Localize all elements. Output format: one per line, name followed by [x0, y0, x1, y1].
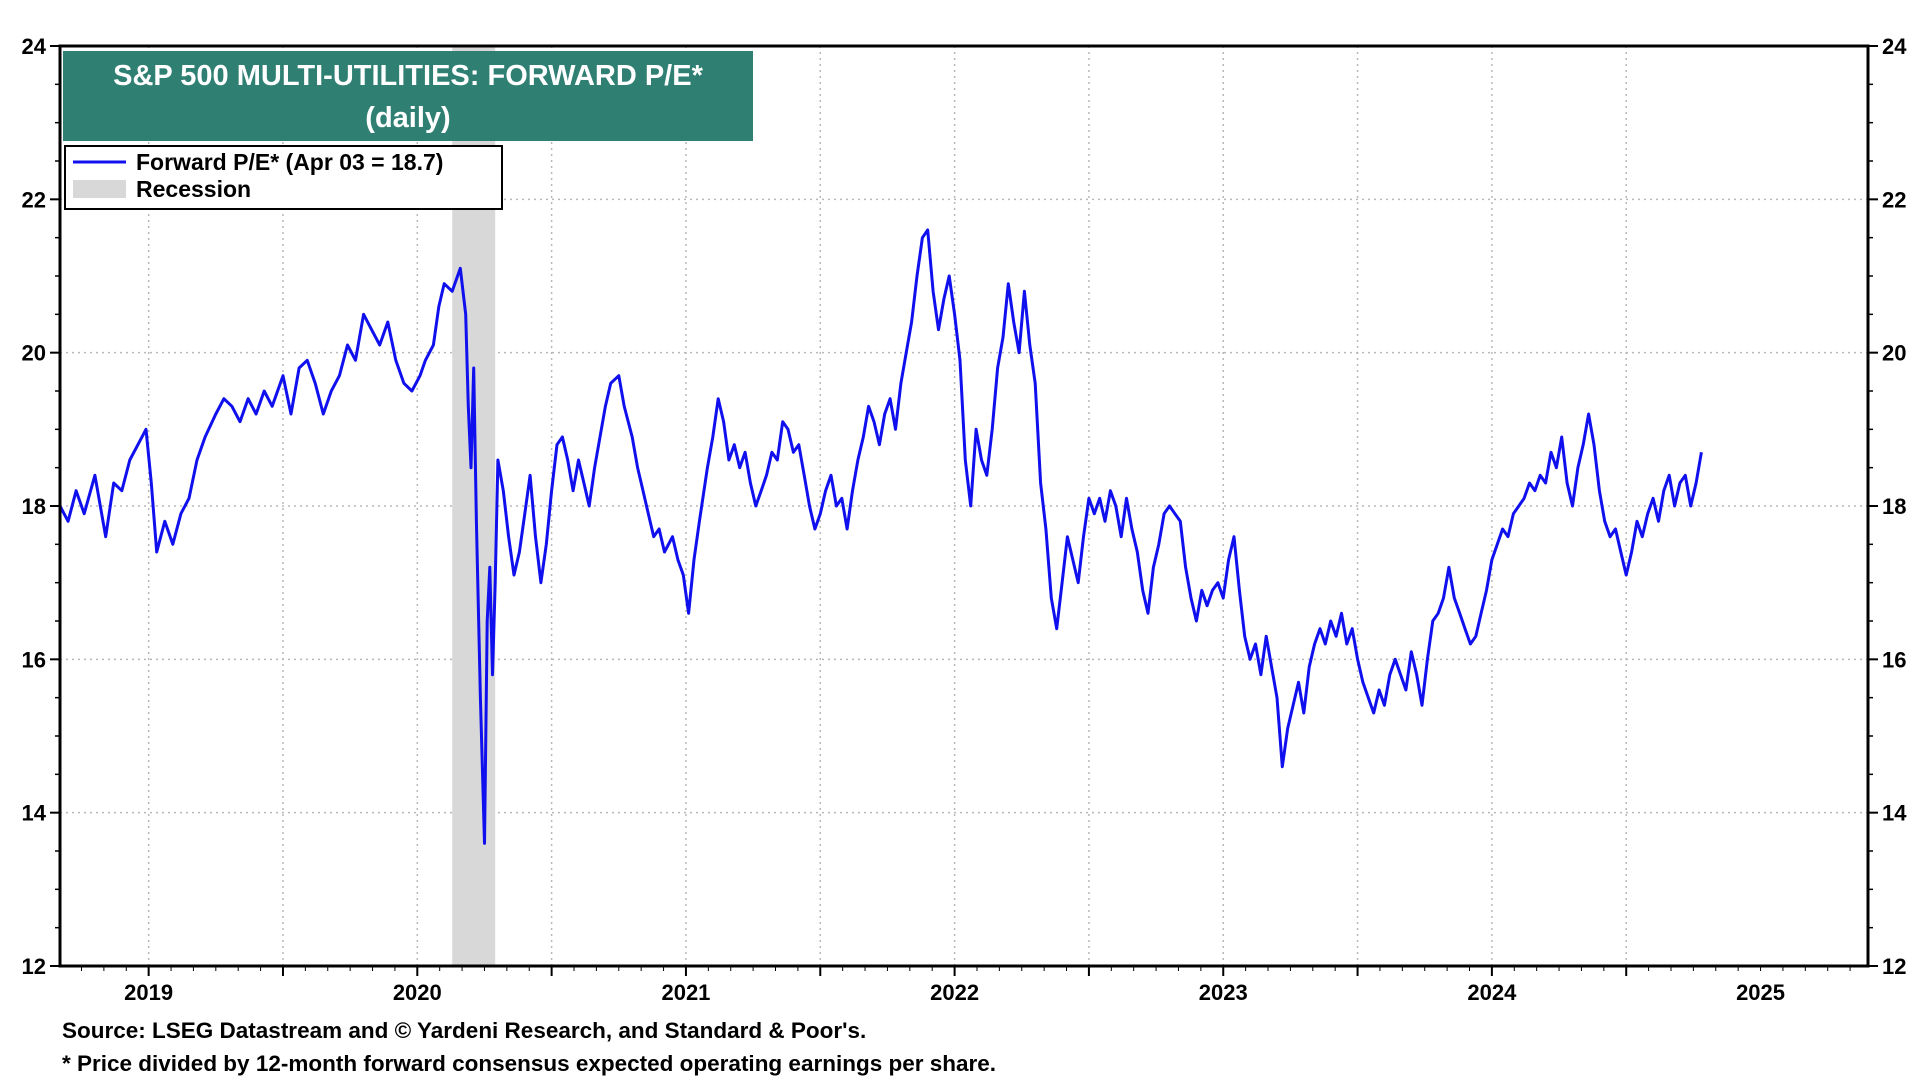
y-tick-label-left: 18 [22, 494, 46, 519]
series-line-forward-pe [58, 228, 1703, 845]
chart-title-box: S&P 500 MULTI-UTILITIES: FORWARD P/E* (d… [63, 51, 753, 141]
legend-box [64, 145, 503, 210]
y-tick-label-right: 22 [1882, 187, 1906, 212]
y-tick-label-right: 16 [1882, 647, 1906, 672]
chart-title: S&P 500 MULTI-UTILITIES: FORWARD P/E* [113, 60, 703, 92]
y-tick-label-right: 18 [1882, 494, 1906, 519]
x-tick-label: 2022 [930, 980, 979, 1005]
x-tick-label: 2020 [393, 980, 442, 1005]
y-tick-label-left: 20 [22, 341, 46, 366]
y-tick-label-right: 12 [1882, 954, 1906, 979]
y-tick-label-right: 24 [1882, 34, 1907, 59]
legend-label-recession: Recession [136, 176, 251, 202]
legend: Forward P/E* (Apr 03 = 18.7) Recession [64, 145, 503, 210]
y-tick-label-right: 14 [1882, 801, 1907, 826]
title-background [63, 51, 753, 141]
legend-label-forward-pe: Forward P/E* (Apr 03 = 18.7) [136, 149, 443, 175]
x-tick-label: 2025 [1736, 980, 1785, 1005]
footnote: * Price divided by 12-month forward cons… [62, 1051, 997, 1076]
x-tick-label: 2024 [1467, 980, 1517, 1005]
y-tick-label-left: 12 [22, 954, 46, 979]
y-tick-label-left: 22 [22, 187, 46, 212]
x-axis: 2019 2020 2021 2022 2023 2024 2025 [80, 966, 1851, 1005]
y-axis-right: 12 14 16 18 20 22 24 [1868, 34, 1907, 979]
legend-recession-swatch [73, 180, 126, 198]
x-tick-label: 2021 [661, 980, 710, 1005]
x-tick-label: 2023 [1199, 980, 1248, 1005]
grid [60, 46, 1868, 966]
y-tick-label-right: 20 [1882, 341, 1906, 366]
series-layer [58, 228, 1703, 845]
y-tick-label-left: 16 [22, 647, 46, 672]
y-tick-label-left: 24 [22, 34, 47, 59]
chart-subtitle: (daily) [365, 102, 450, 134]
y-tick-label-left: 14 [22, 801, 47, 826]
y-axis-left: 12 14 16 18 20 22 24 [22, 34, 60, 979]
x-tick-label: 2019 [124, 980, 173, 1005]
source-note: Source: LSEG Datastream and © Yardeni Re… [62, 1018, 867, 1043]
